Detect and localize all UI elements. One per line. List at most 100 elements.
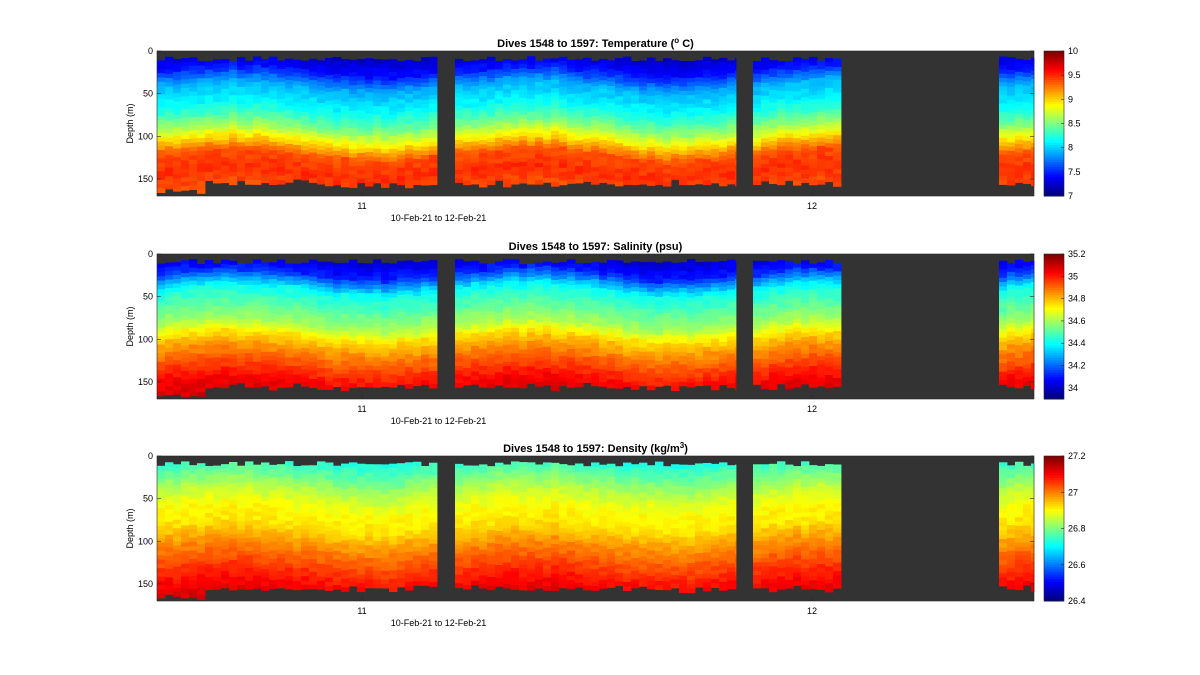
heatmap-cell: [735, 164, 737, 170]
heatmap-cell: [397, 375, 406, 381]
heatmap-cell: [269, 90, 278, 96]
heatmap-cell: [463, 367, 472, 373]
heatmap-cell: [205, 137, 214, 143]
heatmap-cell: [663, 308, 672, 314]
heatmap-cell: [397, 294, 406, 300]
heatmap-cell: [293, 276, 302, 282]
heatmap-cell: [671, 119, 680, 125]
heatmap-cell: [479, 348, 488, 354]
heatmap-cell: [777, 324, 786, 329]
heatmap-cell: [551, 177, 560, 183]
heatmap-cell: [535, 283, 544, 289]
heatmap-cell: [551, 262, 560, 268]
heatmap-cell: [817, 128, 826, 134]
heatmap-cell: [381, 382, 390, 387]
heatmap-cell: [333, 361, 342, 366]
heatmap-cell: [487, 69, 496, 75]
heatmap-cell: [397, 103, 406, 109]
heatmap-cell: [213, 365, 222, 371]
heatmap-cell: [373, 323, 382, 328]
heatmap-cell: [381, 157, 390, 163]
heatmap-cell: [357, 301, 366, 307]
heatmap-cell: [519, 102, 528, 107]
heatmap-cell: [655, 275, 664, 281]
heatmap-cell: [567, 179, 576, 184]
heatmap-cell: [703, 368, 712, 373]
colorbar-step: [1044, 188, 1064, 192]
heatmap-cell: [189, 387, 198, 392]
heatmap-cell: [205, 272, 214, 278]
heatmap-cell: [277, 310, 286, 316]
heatmap-cell: [583, 348, 592, 354]
heatmap-cell: [687, 69, 696, 75]
heatmap-cell: [293, 119, 302, 125]
heatmap-cell: [189, 272, 198, 277]
heatmap-cell: [535, 330, 544, 336]
colorbar-step: [1044, 87, 1064, 91]
heatmap-cell: [1031, 83, 1035, 89]
heatmap-cell: [663, 291, 672, 297]
heatmap-cell: [253, 116, 262, 121]
heatmap-cell: [463, 265, 472, 271]
heatmap-cell: [487, 332, 496, 337]
heatmap-cell: [213, 59, 222, 65]
heatmap-cell: [519, 174, 528, 180]
heatmap-cell: [615, 290, 624, 295]
heatmap-cell: [413, 133, 422, 139]
heatmap-cell: [735, 87, 737, 93]
heatmap-cell: [727, 145, 736, 151]
heatmap-cell: [785, 95, 794, 100]
heatmap-cell: [777, 315, 786, 321]
heatmap-cell: [189, 181, 198, 186]
heatmap-cell: [293, 336, 302, 341]
heatmap-cell: [413, 321, 422, 327]
heatmap-cell: [397, 129, 406, 134]
heatmap-cell: [455, 289, 464, 294]
heatmap-cell: [165, 82, 174, 88]
heatmap-cell: [663, 368, 672, 373]
heatmap-cell: [631, 112, 640, 117]
heatmap-cell: [301, 360, 310, 366]
heatmap-cell: [647, 74, 656, 80]
heatmap-cell: [181, 371, 190, 376]
heatmap-cell: [607, 175, 616, 181]
heatmap-cell: [487, 315, 496, 320]
heatmap-cell: [511, 137, 520, 142]
heatmap-cell: [607, 162, 616, 168]
heatmap-cell: [365, 152, 374, 157]
heatmap-cell: [213, 170, 222, 175]
heatmap-cell: [833, 165, 842, 170]
heatmap-cell: [309, 144, 318, 149]
heatmap-cell: [711, 161, 720, 167]
heatmap-cell: [487, 112, 496, 117]
heatmap-cell: [293, 93, 302, 99]
heatmap-cell: [519, 311, 528, 316]
heatmap-cell: [221, 161, 230, 167]
heatmap-cell: [269, 291, 278, 297]
heatmap-cell: [615, 345, 624, 351]
heatmap-cell: [213, 102, 222, 107]
heatmap-cell: [703, 287, 712, 292]
heatmap-cell: [333, 288, 342, 294]
heatmap-cell: [229, 354, 238, 360]
heatmap-cell: [567, 166, 576, 172]
heatmap-cell: [237, 318, 246, 324]
heatmap-cell: [639, 266, 648, 272]
heatmap-cell: [671, 369, 680, 375]
heatmap-cell: [253, 331, 262, 337]
heatmap-cell: [221, 127, 230, 132]
heatmap-cell: [253, 263, 262, 269]
heatmap-cell: [157, 340, 166, 346]
heatmap-cell: [615, 92, 624, 97]
heatmap-cell: [727, 285, 736, 290]
heatmap-cell: [655, 360, 664, 366]
heatmap-cell: [777, 332, 786, 338]
heatmap-cell: [833, 143, 842, 149]
heatmap-cell: [189, 117, 198, 122]
heatmap-cell: [753, 375, 762, 381]
heatmap-cell: [197, 65, 206, 71]
heatmap-cell: [293, 267, 302, 273]
heatmap-cell: [575, 310, 584, 315]
heatmap-cell: [535, 335, 544, 340]
heatmap-cell: [285, 126, 294, 132]
